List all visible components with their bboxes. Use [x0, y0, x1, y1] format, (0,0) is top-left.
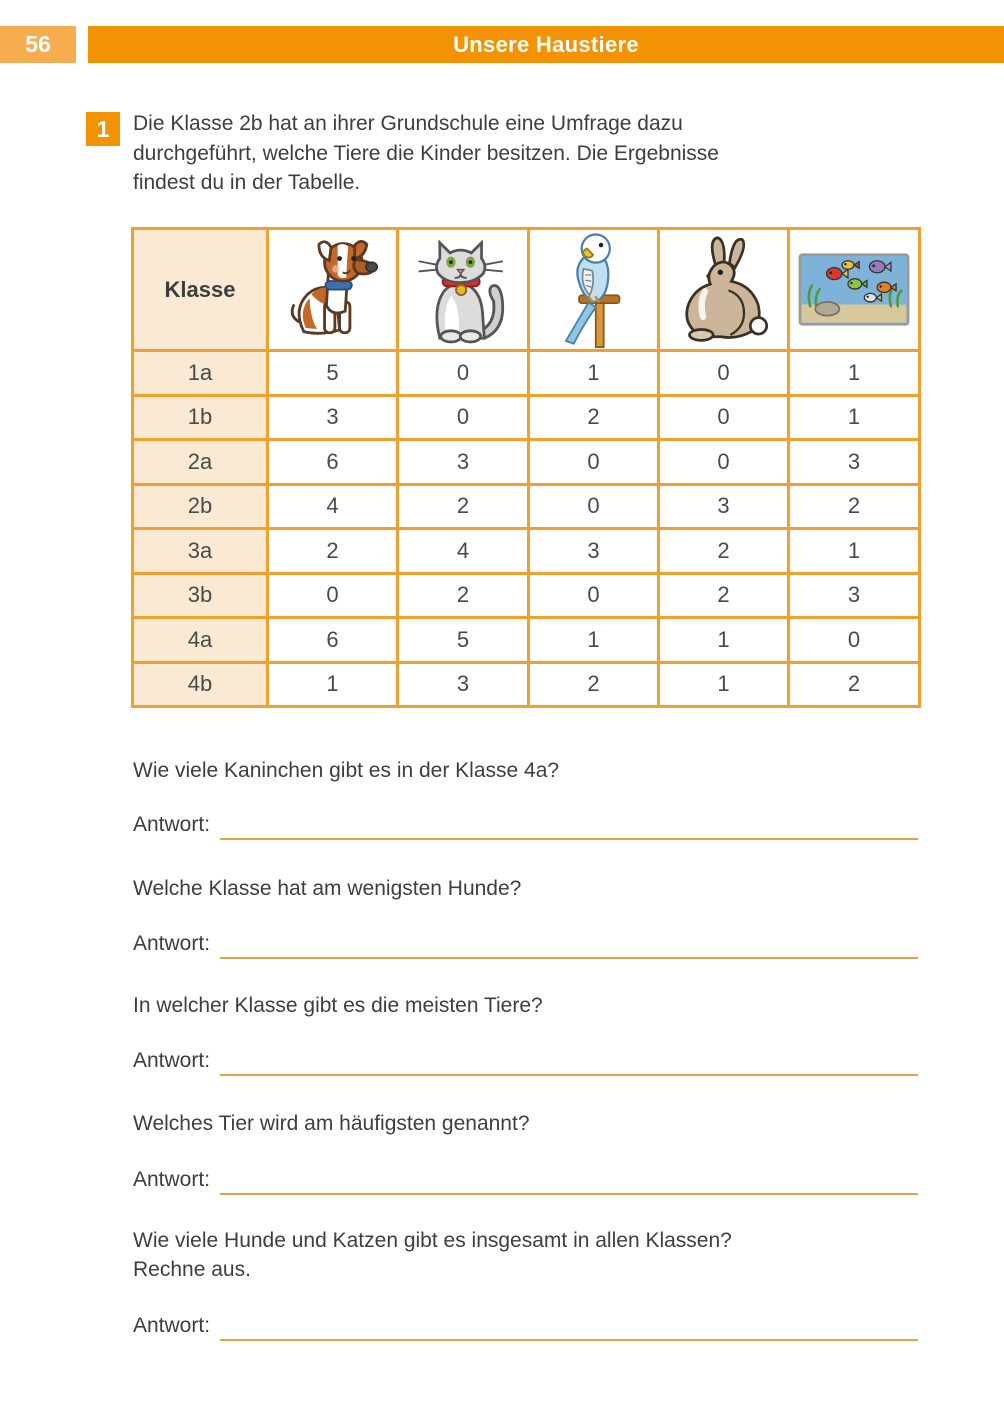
count-cell: 0	[657, 349, 790, 397]
count-cell: 2	[657, 571, 790, 619]
table-header-row: Klasse	[131, 227, 921, 352]
count-cell: 1	[787, 527, 921, 575]
column-header-aquarium	[787, 227, 921, 352]
column-header-rabbit	[657, 227, 790, 352]
class-cell: 4b	[131, 660, 269, 708]
class-cell: 2a	[131, 438, 269, 486]
count-cell: 0	[657, 393, 790, 441]
count-cell: 5	[396, 616, 530, 664]
count-cell: 0	[787, 616, 921, 664]
dog-icon	[269, 236, 396, 344]
count-cell: 0	[527, 571, 660, 619]
corner-header-klasse: Klasse	[131, 227, 269, 352]
class-cell: 3b	[131, 571, 269, 619]
count-cell: 1	[787, 393, 921, 441]
table-row: 2a 6 3 0 0 3	[131, 438, 921, 486]
answer-label-5: Antwort:	[133, 1314, 211, 1337]
class-cell: 1b	[131, 393, 269, 441]
table-row: 1a 5 0 1 0 1	[131, 349, 921, 397]
answer-input-3[interactable]	[220, 1048, 918, 1076]
count-cell: 1	[527, 616, 660, 664]
count-cell: 0	[396, 393, 530, 441]
answer-row-1: Antwort:	[133, 812, 918, 840]
count-cell: 2	[396, 482, 530, 530]
count-cell: 6	[266, 616, 399, 664]
table-row: 3a 2 4 3 2 1	[131, 527, 921, 575]
rabbit-icon	[660, 235, 787, 344]
table-row: 1b 3 0 2 0 1	[131, 393, 921, 441]
count-cell: 5	[266, 349, 399, 397]
count-cell: 3	[266, 393, 399, 441]
question-text-5: Wie viele Hunde und Katzen gibt es insge…	[133, 1229, 732, 1281]
count-cell: 0	[266, 571, 399, 619]
count-cell: 2	[266, 527, 399, 575]
count-cell: 0	[657, 438, 790, 486]
answer-input-5[interactable]	[220, 1313, 918, 1341]
count-cell: 2	[787, 482, 921, 530]
count-cell: 0	[527, 438, 660, 486]
question-text-4: Welches Tier wird am häufigsten genannt?	[133, 1112, 530, 1135]
count-cell: 3	[527, 527, 660, 575]
page-title: Unsere Haustiere	[88, 26, 1004, 63]
count-cell: 3	[787, 438, 921, 486]
table-row: 4a 6 5 1 1 0	[131, 616, 921, 664]
count-cell: 1	[266, 660, 399, 708]
class-cell: 4a	[131, 616, 269, 664]
count-cell: 3	[396, 660, 530, 708]
count-cell: 1	[657, 660, 790, 708]
count-cell: 1	[787, 349, 921, 397]
count-cell: 4	[266, 482, 399, 530]
answer-row-2: Antwort:	[133, 931, 918, 959]
column-header-cat	[396, 227, 530, 352]
cat-icon	[399, 234, 527, 346]
count-cell: 2	[787, 660, 921, 708]
count-cell: 2	[396, 571, 530, 619]
count-cell: 6	[266, 438, 399, 486]
count-cell: 3	[657, 482, 790, 530]
column-header-dog	[266, 227, 399, 352]
count-cell: 2	[657, 527, 790, 575]
answer-input-1[interactable]	[220, 812, 918, 840]
answer-input-2[interactable]	[220, 931, 918, 959]
column-header-budgie	[527, 227, 660, 352]
class-cell: 1a	[131, 349, 269, 397]
table-row: 2b 4 2 0 3 2	[131, 482, 921, 530]
answer-row-4: Antwort:	[133, 1167, 918, 1195]
answer-label-2: Antwort:	[133, 932, 211, 955]
question-text-2: Welche Klasse hat am wenigsten Hunde?	[133, 877, 522, 900]
count-cell: 1	[527, 349, 660, 397]
answer-row-5: Antwort:	[133, 1313, 918, 1341]
question-text-1: Wie viele Kaninchen gibt es in der Klass…	[133, 759, 560, 782]
answer-label-3: Antwort:	[133, 1049, 211, 1072]
answer-row-3: Antwort:	[133, 1048, 918, 1076]
count-cell: 1	[657, 616, 790, 664]
count-cell: 2	[527, 393, 660, 441]
count-cell: 2	[527, 660, 660, 708]
count-cell: 4	[396, 527, 530, 575]
budgie-icon	[530, 230, 657, 349]
pets-table: Klasse	[131, 227, 921, 708]
count-cell: 3	[396, 438, 530, 486]
task-instruction: Die Klasse 2b hat an ihrer Grundschule e…	[133, 112, 719, 194]
count-cell: 0	[527, 482, 660, 530]
page-number-badge: 56	[0, 26, 76, 63]
class-cell: 2b	[131, 482, 269, 530]
answer-input-4[interactable]	[220, 1167, 918, 1195]
table-row: 4b 1 3 2 1 2	[131, 660, 921, 708]
question-text-3: In welcher Klasse gibt es die meisten Ti…	[133, 994, 543, 1017]
aquarium-icon	[790, 253, 918, 326]
count-cell: 0	[396, 349, 530, 397]
class-cell: 3a	[131, 527, 269, 575]
answer-label-1: Antwort:	[133, 813, 211, 836]
table-row: 3b 0 2 0 2 3	[131, 571, 921, 619]
answer-label-4: Antwort:	[133, 1168, 211, 1191]
task-number-badge: 1	[86, 112, 120, 146]
count-cell: 3	[787, 571, 921, 619]
